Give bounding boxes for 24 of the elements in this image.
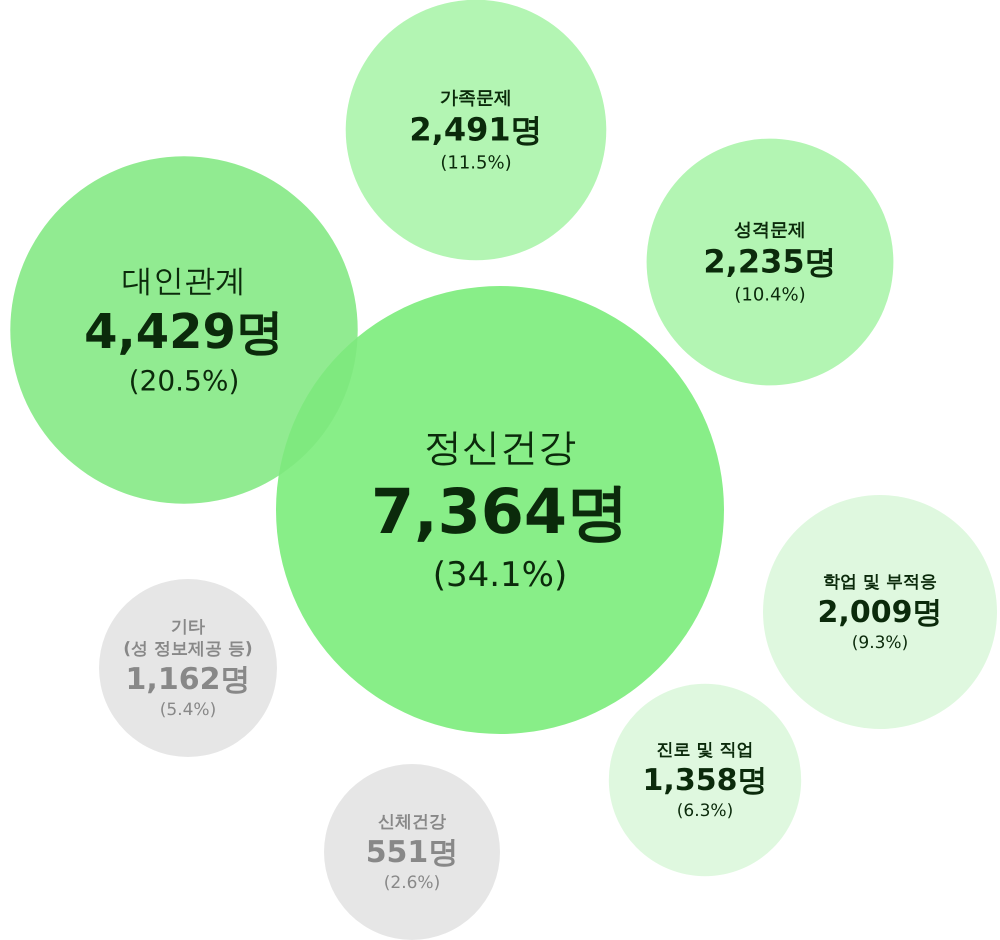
text: (11.5%) xyxy=(440,152,512,174)
text: (34.1%) xyxy=(432,555,568,596)
category-label: 학업 및 부적응 xyxy=(823,572,937,592)
text: (6.3%) xyxy=(676,801,734,822)
text: (2.6%) xyxy=(384,873,440,894)
text: (10.4%) xyxy=(734,284,806,306)
data-label: 1,162명 xyxy=(126,662,250,697)
category-label: 진로 및 직업 xyxy=(656,740,754,760)
category-label: 대인관계 xyxy=(122,262,246,299)
category-label: 기타 (성 정보제공 등) xyxy=(123,617,253,660)
category-label: 정신건강 xyxy=(424,425,576,470)
data-label: 7,364명 xyxy=(370,475,630,548)
data-label: 2,235명 xyxy=(703,242,837,281)
data-label: 2,491명 xyxy=(409,110,543,149)
text: (5.4%) xyxy=(160,700,216,720)
data-label: 551명 xyxy=(366,834,458,870)
category-label: 신체건강 xyxy=(378,812,446,832)
category-label: 성격문제 xyxy=(734,219,806,240)
text: (20.5%) xyxy=(128,364,240,398)
category-label: 가족문제 xyxy=(440,87,512,108)
data-label: 2,009명 xyxy=(818,594,942,630)
data-label: 1,358명 xyxy=(642,762,768,798)
text: (9.3%) xyxy=(852,633,908,654)
data-label: 4,429명 xyxy=(84,304,284,360)
